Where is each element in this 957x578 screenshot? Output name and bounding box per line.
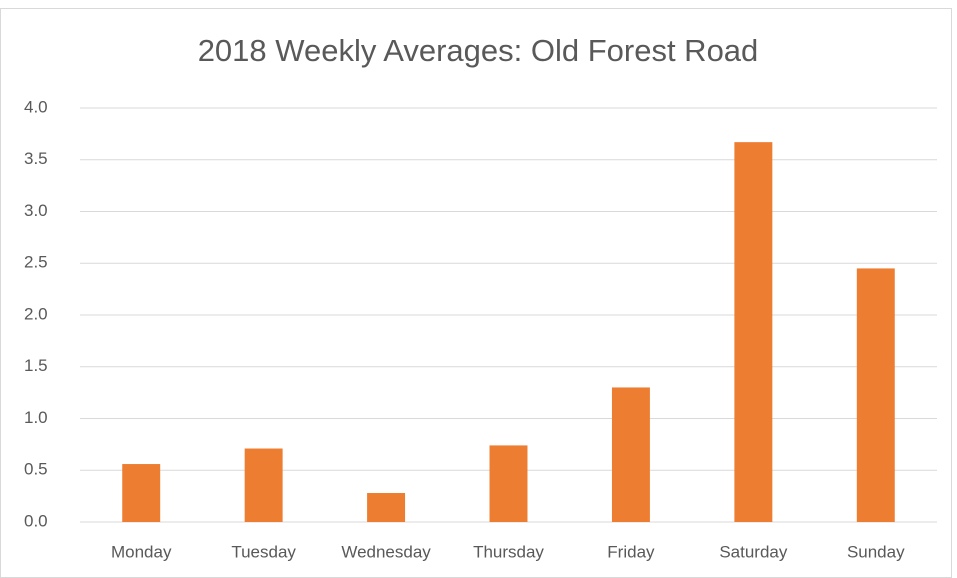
x-tick-label: Saturday	[719, 542, 788, 561]
y-tick-label: 2.5	[24, 253, 48, 272]
y-tick-label: 3.5	[24, 149, 48, 168]
y-tick-label: 0.5	[24, 460, 48, 479]
y-tick-label: 4.0	[24, 97, 48, 116]
bar	[489, 445, 528, 522]
bar	[734, 142, 773, 522]
y-tick-label: 2.0	[24, 304, 48, 323]
bar	[122, 464, 161, 522]
x-tick-label: Friday	[607, 542, 655, 561]
chart-title: 2018 Weekly Averages: Old Forest Road	[198, 33, 759, 68]
x-tick-label: Sunday	[847, 542, 905, 561]
y-tick-label: 0.0	[24, 511, 48, 530]
bar	[856, 268, 895, 522]
x-tick-label: Tuesday	[231, 542, 296, 561]
x-tick-label: Wednesday	[341, 542, 431, 561]
x-tick-label: Monday	[111, 542, 172, 561]
y-tick-label: 3.0	[24, 201, 48, 220]
y-tick-label: 1.5	[24, 356, 48, 375]
y-tick-label: 1.0	[24, 408, 48, 427]
bar	[367, 493, 406, 522]
bar	[244, 448, 283, 522]
x-tick-label: Thursday	[473, 542, 544, 561]
bar	[611, 387, 650, 522]
